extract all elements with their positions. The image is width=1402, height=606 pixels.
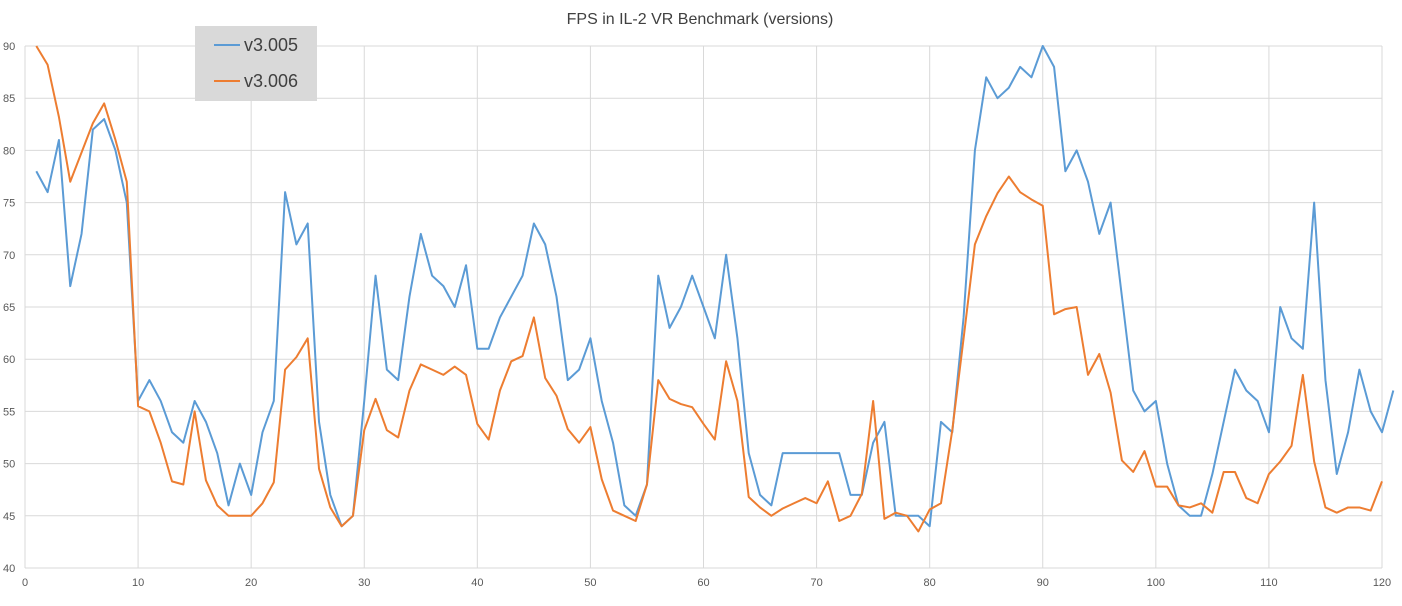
x-tick-label: 50	[584, 577, 596, 589]
y-tick-label: 45	[3, 511, 15, 523]
x-axis-ticks: 0 10 20 30 40 50 60 70 80 90 100 110 120	[22, 577, 1391, 589]
series-line-v3.005	[35, 45, 1395, 528]
x-tick-label: 0	[22, 577, 28, 589]
x-tick-label: 110	[1260, 577, 1278, 589]
y-tick-label: 55	[3, 406, 15, 418]
y-tick-label: 50	[3, 459, 15, 471]
y-tick-label: 75	[3, 198, 15, 210]
x-tick-label: 30	[358, 577, 370, 589]
x-tick-label: 80	[924, 577, 936, 589]
y-tick-label: 60	[3, 354, 15, 366]
y-tick-label: 80	[3, 145, 15, 157]
x-tick-label: 70	[810, 577, 822, 589]
legend: v3.005 v3.006	[195, 26, 317, 101]
x-tick-label: 100	[1147, 577, 1165, 589]
x-tick-label: 120	[1373, 577, 1391, 589]
legend-label: v3.005	[244, 35, 298, 55]
y-tick-label: 65	[3, 302, 15, 314]
x-tick-label: 10	[132, 577, 144, 589]
x-tick-label: 20	[245, 577, 257, 589]
y-axis-ticks: 40 45 50 55 60 65 70 75 80 85 90	[3, 41, 15, 575]
x-tick-label: 60	[697, 577, 709, 589]
series-lines	[35, 45, 1395, 533]
series-line-v3.006	[35, 45, 1383, 533]
y-tick-label: 85	[3, 93, 15, 105]
x-tick-label: 90	[1037, 577, 1049, 589]
y-tick-label: 90	[3, 41, 15, 53]
x-tick-label: 40	[471, 577, 483, 589]
y-tick-label: 70	[3, 250, 15, 262]
legend-box	[195, 26, 317, 101]
y-tick-label: 40	[3, 563, 15, 575]
chart-title: FPS in IL-2 VR Benchmark (versions)	[567, 11, 834, 28]
legend-label: v3.006	[244, 71, 298, 91]
